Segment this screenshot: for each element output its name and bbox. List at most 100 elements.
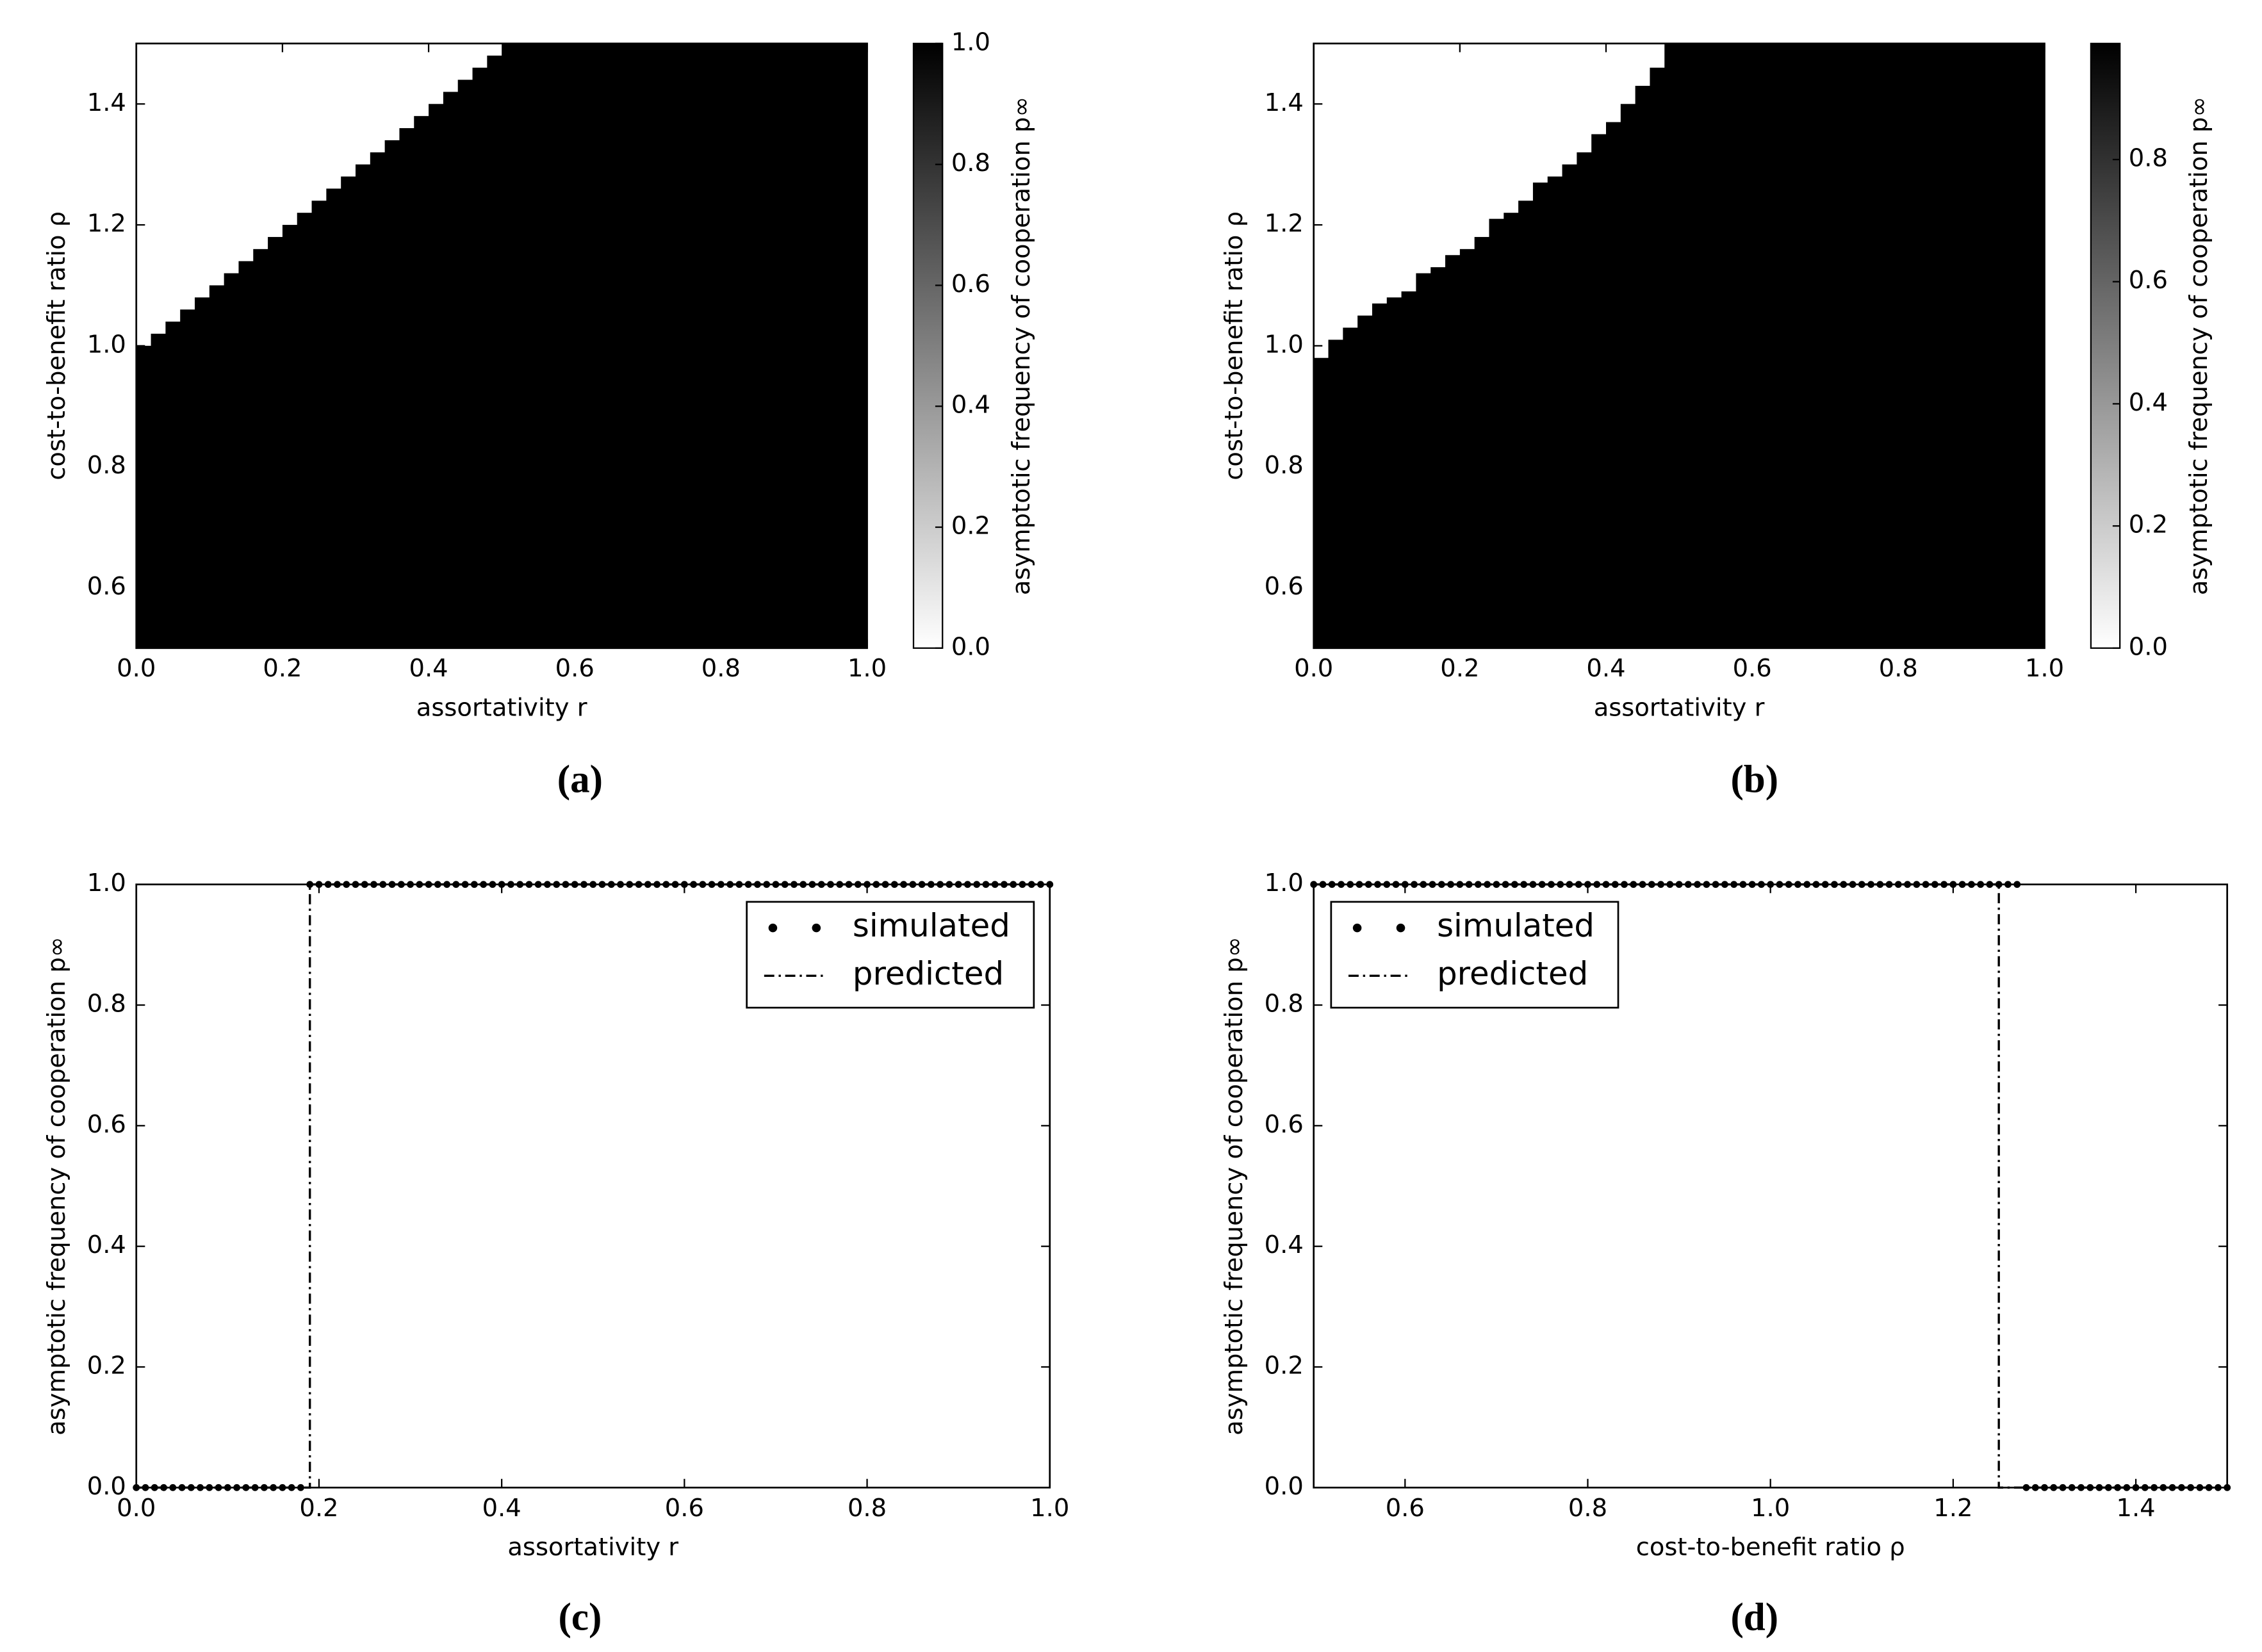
- heatmap-cell: [735, 43, 751, 648]
- y-tick-label: 0.2: [1265, 1351, 1304, 1380]
- heatmap-cell: [1328, 339, 1344, 648]
- heatmap-cell: [502, 43, 517, 648]
- heatmap-cell: [297, 213, 313, 648]
- y-tick-label: 0.6: [87, 572, 126, 601]
- heatmap-cell: [750, 43, 766, 648]
- heatmap-cell: [1504, 213, 1520, 648]
- x-axis-label: assortativity r: [507, 1533, 678, 1562]
- y-tick-label: 1.4: [87, 88, 126, 117]
- heatmap-cell: [1913, 43, 1928, 648]
- heatmap-cell: [472, 67, 488, 648]
- heatmap-cell: [662, 43, 678, 648]
- heatmap-cell: [136, 345, 152, 648]
- caption: (c): [558, 1596, 602, 1639]
- heatmap-cell: [560, 43, 576, 648]
- heatmap-cell: [1430, 267, 1446, 648]
- y-axis-label: asymptotic frequency of cooperation p∞: [1220, 936, 1249, 1435]
- y-axis-label: cost-to-benefit ratio ρ: [42, 211, 71, 480]
- y-tick-label: 1.2: [87, 209, 126, 238]
- heatmap-cell: [268, 236, 283, 648]
- caption: (a): [557, 758, 603, 801]
- heatmap-cell: [648, 43, 664, 648]
- x-tick-label: 0.6: [1733, 654, 1772, 683]
- y-tick-label: 1.4: [1265, 88, 1304, 117]
- heatmap-cell: [1445, 255, 1461, 648]
- panel: 0.0 0.2 0.4 0.6 0.8 asymptotic frequency of c…: [1220, 42, 2213, 801]
- colorbar-tick-label: 0.2: [2129, 511, 2168, 539]
- y-tick-label: 1.0: [1265, 869, 1304, 897]
- y-tick-label: 0.8: [1265, 451, 1304, 480]
- heatmap-cell: [1313, 357, 1329, 648]
- heatmap-cell: [1650, 67, 1666, 648]
- heatmap-cell: [1357, 315, 1373, 648]
- heatmap-cell: [837, 43, 853, 648]
- heatmap-cell: [764, 43, 780, 648]
- colorbar-tick-label: 0.4: [2129, 388, 2168, 417]
- heatmap-cell: [676, 43, 693, 648]
- heatmap-cell: [1869, 43, 1885, 648]
- y-tick-label: 0.0: [1265, 1472, 1304, 1501]
- heatmap-cell: [195, 297, 210, 648]
- caption: (b): [1730, 758, 1778, 801]
- heatmap-cell: [721, 43, 737, 648]
- heatmap-cell: [589, 43, 605, 648]
- heatmap-cell: [209, 285, 225, 648]
- x-tick-label: 1.2: [1933, 1494, 1972, 1523]
- y-tick-label: 1.0: [1265, 330, 1304, 359]
- heatmap-cell: [1766, 43, 1782, 648]
- y-tick-label: 0.8: [87, 990, 126, 1018]
- x-tick-label: 0.2: [1440, 654, 1479, 683]
- heatmap-cell: [1416, 273, 1432, 648]
- heatmap-cell: [1386, 297, 1402, 648]
- heatmap-cell: [1401, 291, 1417, 648]
- colorbar: [2090, 42, 2121, 649]
- heatmap-cell: [2001, 43, 2016, 648]
- heatmap-cell: [1547, 176, 1563, 648]
- panel: simulated predicted 0.0 0.2 0.4 0.6 0.8 1.0 0.0 0…: [42, 869, 1069, 1639]
- heatmap-cell: [1343, 327, 1359, 648]
- y-tick-label: 0.2: [87, 1351, 126, 1380]
- heatmap-cell: [356, 164, 371, 648]
- heatmap-cell: [1956, 43, 1972, 648]
- colorbar-label: asymptotic frequency of cooperation p∞: [2184, 97, 2213, 596]
- heatmap-cell: [282, 225, 298, 648]
- heatmap-cell: [384, 140, 400, 648]
- heatmap-cell: [603, 43, 619, 648]
- y-tick-label: 0.6: [1265, 572, 1304, 601]
- legend-label: predicted: [1437, 955, 1588, 992]
- colorbar-tick-label: 0.8: [951, 149, 990, 177]
- heatmap-cell: [1664, 43, 1680, 648]
- y-axis-label: asymptotic frequency of cooperation p∞: [42, 936, 71, 1435]
- y-tick-label: 1.0: [87, 330, 126, 359]
- heatmap-cell: [1854, 43, 1870, 648]
- x-tick-label: 0.6: [665, 1494, 704, 1523]
- heatmap-cell: [1459, 249, 1475, 648]
- heatmap-cell: [516, 43, 532, 648]
- y-tick-label: 1.0: [87, 869, 126, 897]
- legend-label: predicted: [853, 955, 1004, 992]
- heatmap-cell: [1474, 236, 1490, 648]
- heatmap-cell: [1810, 43, 1826, 648]
- x-tick-label: 1.0: [2025, 654, 2064, 683]
- x-tick-label: 0.6: [1386, 1494, 1425, 1523]
- heatmap-cell: [151, 333, 167, 648]
- heatmap-cell: [633, 43, 649, 648]
- heatmap-cell: [1577, 152, 1593, 648]
- heatmap-cell: [779, 43, 795, 648]
- x-tick-label: 0.6: [555, 654, 594, 683]
- heatmap-cell: [1518, 200, 1534, 648]
- heatmap-cell: [399, 128, 415, 648]
- heatmap-cell: [180, 309, 195, 648]
- y-axis-label: cost-to-benefit ratio ρ: [1220, 211, 1249, 480]
- heatmap-cell: [823, 43, 839, 648]
- x-tick-label: 1.0: [848, 654, 887, 683]
- heatmap-cell: [1796, 43, 1812, 648]
- heatmap-cell: [1752, 43, 1767, 648]
- heatmap-cell: [1591, 134, 1607, 648]
- x-tick-label: 1.0: [1751, 1494, 1790, 1523]
- heatmap-cell: [224, 273, 240, 648]
- legend-label: simulated: [853, 907, 1010, 944]
- colorbar-tick-label: 0.0: [951, 632, 990, 661]
- heatmap-cell: [1532, 182, 1548, 648]
